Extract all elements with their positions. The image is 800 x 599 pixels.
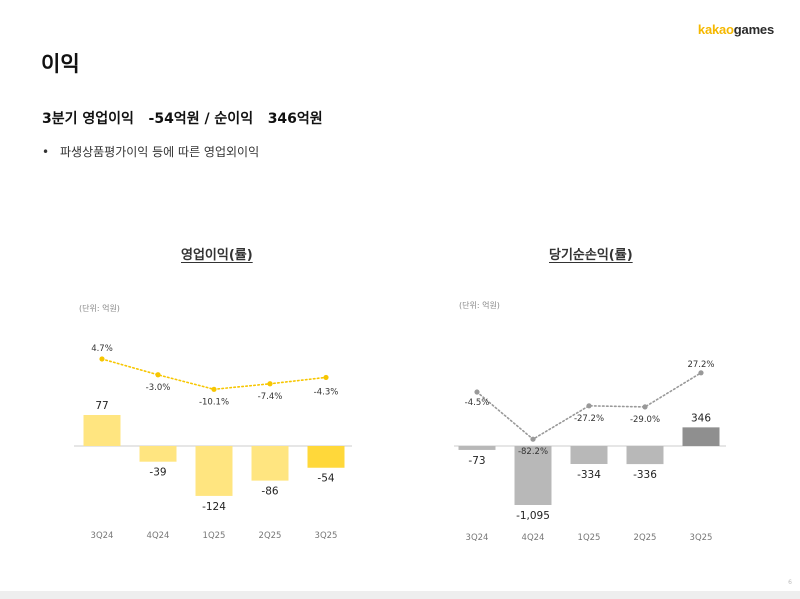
net-margin-label-1Q25: -27.2% bbox=[574, 414, 604, 424]
op-margin-point-3Q25 bbox=[323, 374, 329, 381]
op-category-label-1Q25: 1Q25 bbox=[203, 531, 226, 541]
op-bar-label-3Q24: 77 bbox=[95, 400, 108, 412]
op-bar-1Q25 bbox=[195, 446, 233, 496]
op-margin-line bbox=[101, 358, 327, 391]
op-bar-label-1Q25: -124 bbox=[202, 501, 226, 513]
brand-logo: kakaogames bbox=[698, 22, 774, 37]
net-category-label-3Q24: 3Q24 bbox=[466, 533, 489, 543]
op-bar-label-3Q25: -54 bbox=[317, 473, 334, 485]
net-category-label-4Q24: 4Q24 bbox=[522, 533, 545, 543]
chart-title-net: 당기순손익(률) bbox=[549, 248, 633, 263]
unit-label-net: (단위: 억원) bbox=[459, 301, 500, 310]
op-category-label-4Q24: 4Q24 bbox=[147, 531, 170, 541]
bullet-item: • 파생상품평가이익 등에 따른 영업외이익 bbox=[42, 143, 259, 160]
page-title: 이익 bbox=[41, 52, 80, 76]
op-margin-point-4Q24 bbox=[155, 372, 161, 378]
op-margin-label-4Q24: -3.0% bbox=[146, 383, 171, 393]
net-margin-label-3Q25: 27.2% bbox=[687, 360, 714, 370]
net-category-label-2Q25: 2Q25 bbox=[634, 533, 657, 543]
op-margin-point-3Q24 bbox=[99, 356, 105, 362]
net-margin-point-3Q24 bbox=[474, 389, 480, 395]
op-margin-label-1Q25: -10.1% bbox=[199, 397, 229, 407]
unit-label-operating: (단위: 억원) bbox=[79, 304, 120, 313]
net-bar-1Q25 bbox=[570, 446, 608, 464]
net-category-label-3Q25: 3Q25 bbox=[690, 533, 713, 543]
net-bar-label-3Q25: 346 bbox=[691, 412, 711, 424]
op-bar-2Q25 bbox=[251, 446, 289, 481]
op-category-label-3Q25: 3Q25 bbox=[315, 531, 338, 541]
net-bar-4Q24 bbox=[514, 446, 552, 505]
net-bar-label-1Q25: -334 bbox=[577, 469, 601, 481]
brand-logo-part1: kakao bbox=[697, 22, 734, 37]
op-bar-4Q24 bbox=[139, 446, 177, 462]
footer-bar bbox=[0, 591, 800, 599]
net-margin-label-3Q24: -4.5% bbox=[465, 398, 490, 408]
page-number: 6 bbox=[788, 579, 792, 586]
net-margin-point-4Q24 bbox=[530, 436, 536, 442]
net-margin-label-4Q24: -82.2% bbox=[518, 447, 548, 457]
net-category-label-1Q25: 1Q25 bbox=[578, 533, 601, 543]
net-margin-label-2Q25: -29.0% bbox=[630, 415, 660, 425]
net-bar-label-4Q24: -1,095 bbox=[516, 510, 550, 522]
op-margin-label-3Q25: -4.3% bbox=[314, 387, 339, 397]
net-margin-point-1Q25 bbox=[586, 403, 592, 409]
net-margin-line bbox=[476, 372, 702, 441]
op-bar-3Q25 bbox=[307, 446, 345, 468]
net-bar-3Q25 bbox=[682, 427, 720, 446]
bullet-marker: • bbox=[42, 145, 50, 159]
op-category-label-3Q24: 3Q24 bbox=[91, 531, 114, 541]
op-category-label-2Q25: 2Q25 bbox=[259, 531, 282, 541]
brand-logo-part2: games bbox=[733, 22, 774, 37]
net-bar-label-2Q25: -336 bbox=[633, 469, 657, 481]
op-margin-point-2Q25 bbox=[267, 381, 273, 387]
net-bar-2Q25 bbox=[626, 446, 664, 465]
op-bar-3Q24 bbox=[83, 415, 121, 446]
net-margin-point-2Q25 bbox=[642, 404, 648, 410]
op-margin-point-1Q25 bbox=[211, 386, 217, 392]
net-margin-point-3Q25 bbox=[698, 370, 704, 376]
net-bar-3Q24 bbox=[458, 446, 496, 450]
headline-summary: 3분기 영업이익 -54억원 / 순이익 346억원 bbox=[42, 111, 323, 127]
op-margin-label-2Q25: -7.4% bbox=[258, 392, 283, 402]
op-bar-label-4Q24: -39 bbox=[149, 467, 166, 479]
op-bar-label-2Q25: -86 bbox=[261, 486, 278, 498]
op-margin-label-3Q24: 4.7% bbox=[91, 344, 113, 354]
bullet-text: 파생상품평가이익 등에 따른 영업외이익 bbox=[60, 145, 260, 159]
net-bar-label-3Q24: -73 bbox=[468, 455, 485, 467]
chart-title-operating: 영업이익(률) bbox=[181, 248, 253, 263]
